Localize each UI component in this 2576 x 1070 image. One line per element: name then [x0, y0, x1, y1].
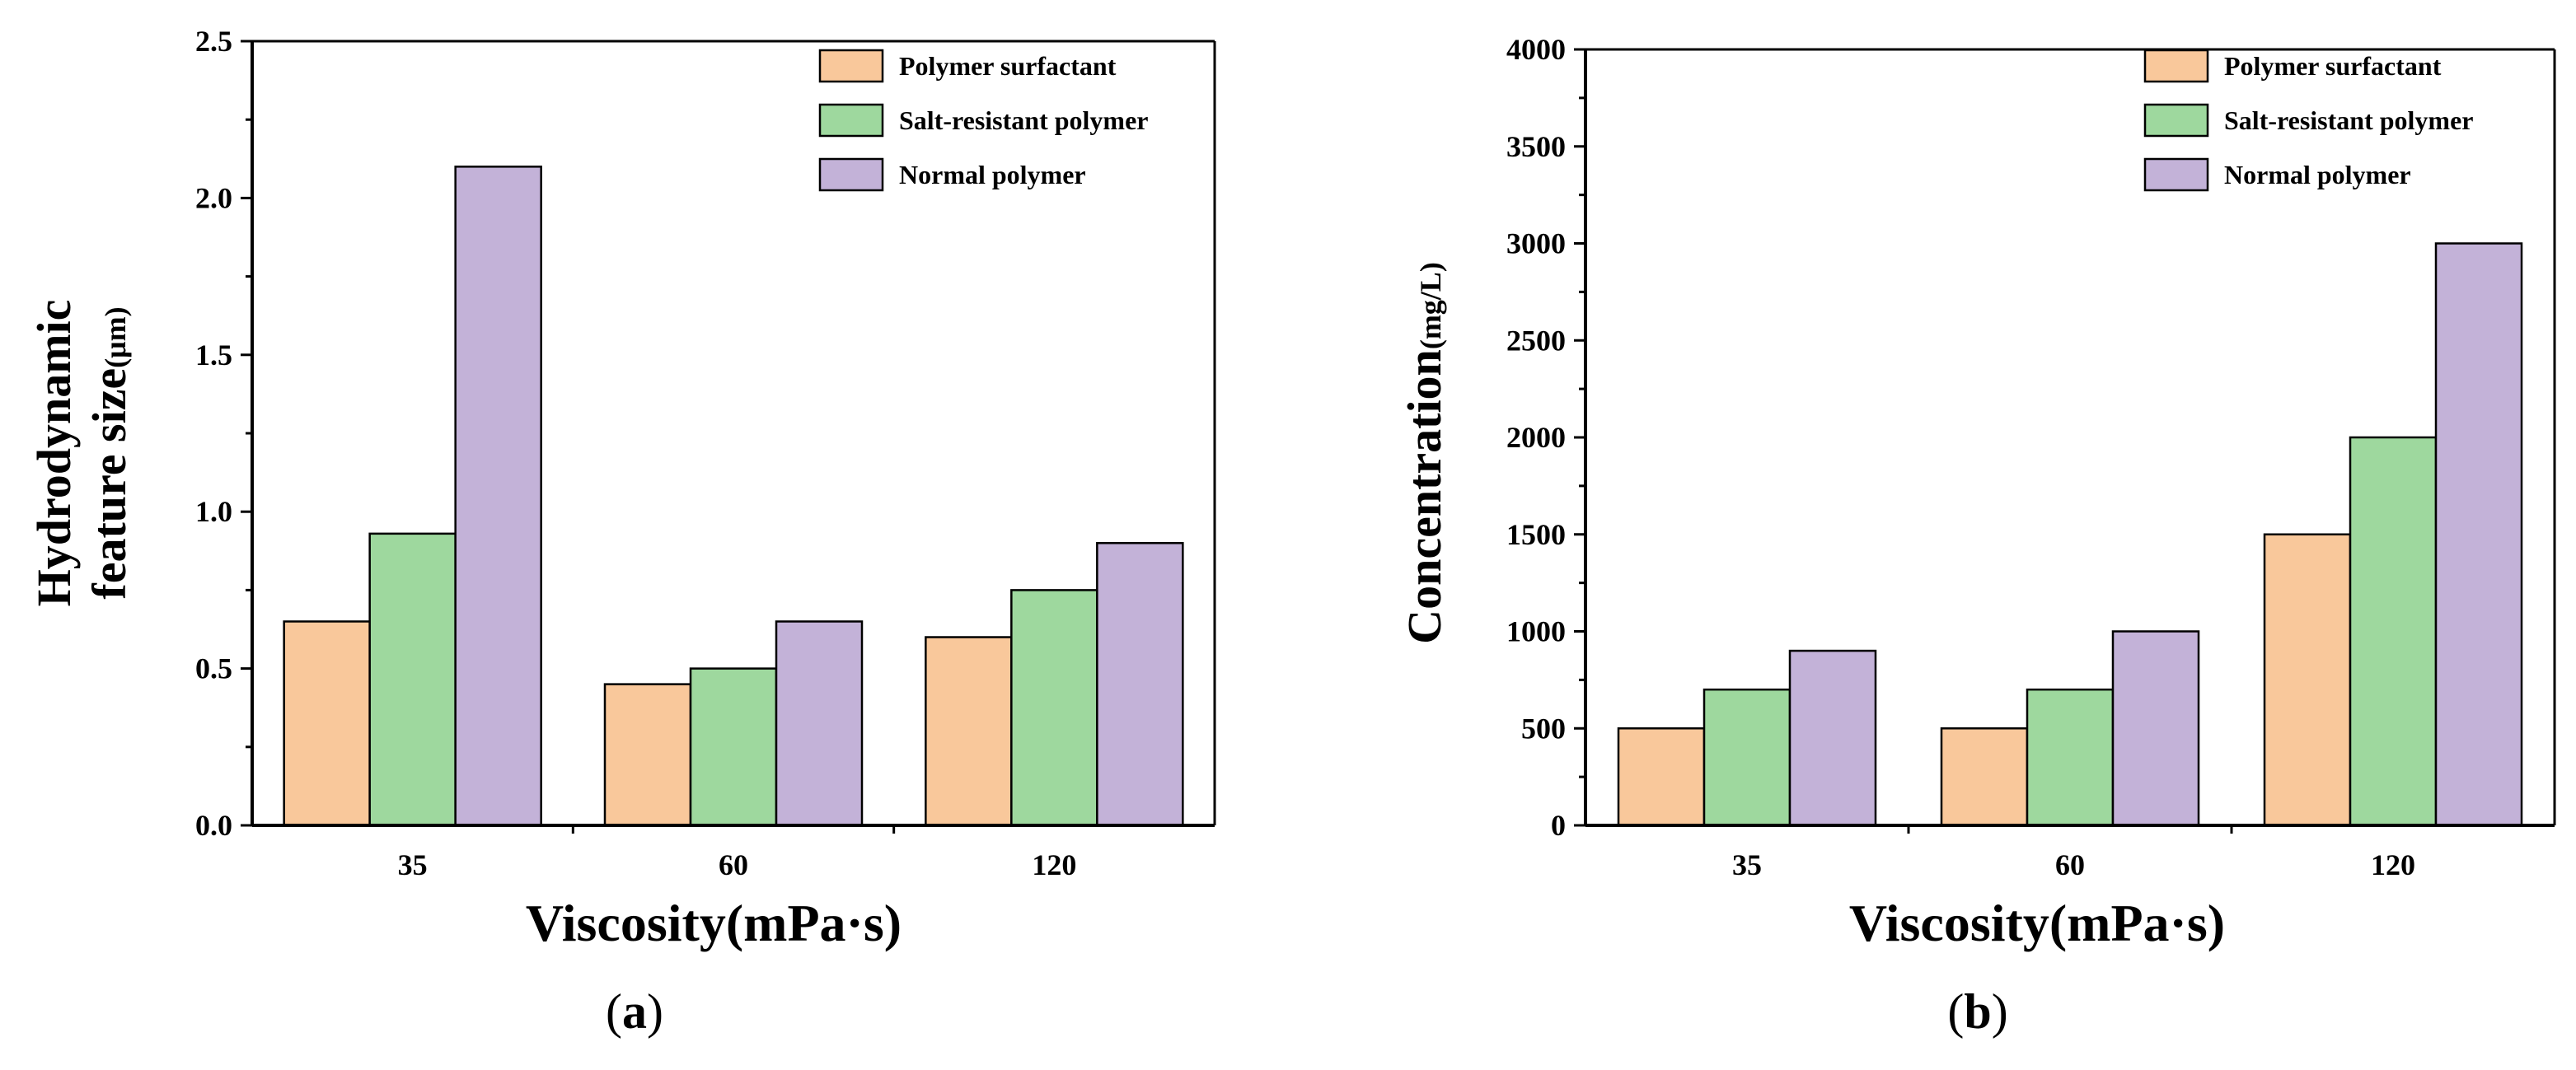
panel-label-a-close: ): [647, 984, 663, 1039]
legend-a: Polymer surfactant Salt-resistant polymer…: [818, 49, 1148, 192]
bar-normal-polymer-60: [775, 620, 864, 827]
bar-polymer-surfactant-60: [1940, 727, 2029, 827]
bar-polymer-surfactant-35: [1617, 727, 1706, 827]
panel-label-b: (b): [1947, 984, 2007, 1039]
y-tick-label: 1500: [1506, 518, 1566, 551]
y-tick-label: 3500: [1506, 130, 1566, 163]
bars-a: [283, 166, 1184, 827]
panel-label-b-close: ): [1992, 984, 2008, 1039]
y-axis-title-a-line1: Hydrodynamic: [27, 300, 81, 607]
bar-polymer-surfactant-60: [603, 683, 692, 827]
y-tick-label: 500: [1521, 712, 1566, 745]
bar-polymer-surfactant-120: [2263, 533, 2352, 827]
y-tick-label: 2500: [1506, 324, 1566, 357]
y-axis-title-b-text: Concentration: [1398, 349, 1451, 644]
bar-normal-polymer-35: [1788, 649, 1877, 827]
legend-swatch-salt-resistant-polymer: [2143, 103, 2209, 138]
bar-polymer-surfactant-35: [283, 620, 371, 827]
bar-salt-resistant-polymer-120: [1010, 589, 1098, 827]
x-tick-label-120: 120: [1032, 848, 1076, 881]
bar-salt-resistant-polymer-60: [2026, 688, 2115, 827]
chart-panel-a: 0.0 0.5 1.0 1.5 2.0 2.5 35 60 120 Polymer surfac…: [27, 25, 1216, 952]
axes-b: 0 500 1000 1500 2000 2500 3000 3500 4000 35 60 120: [1506, 33, 2556, 881]
y-tick-label: 2000: [1506, 421, 1566, 454]
panel-label-b-open: (: [1947, 984, 1964, 1039]
bar-salt-resistant-polymer-35: [1703, 688, 1791, 827]
y-axis-title-b: Concentration(mg/L): [1398, 262, 1451, 644]
y-tick-label: 1.0: [195, 495, 232, 528]
panel-label-a-letter: a: [622, 984, 647, 1039]
legend-label-salt-resistant-polymer: Salt-resistant polymer: [899, 105, 1148, 135]
axes-a: 0.0 0.5 1.0 1.5 2.0 2.5 35 60 120: [195, 25, 1216, 881]
legend-label-normal-polymer: Normal polymer: [2224, 160, 2411, 189]
y-tick-label: 1000: [1506, 615, 1566, 648]
x-tick-label-35: 35: [1732, 848, 1762, 881]
y-axis-unit-b: (mg/L): [1414, 262, 1447, 349]
y-tick-label: 4000: [1506, 33, 1566, 66]
legend-label-polymer-surfactant: Polymer surfactant: [899, 51, 1117, 81]
bar-salt-resistant-polymer-120: [2349, 436, 2438, 827]
legend-swatch-polymer-surfactant: [818, 49, 884, 83]
panel-label-b-letter: b: [1964, 984, 1991, 1039]
bar-normal-polymer-35: [454, 166, 542, 827]
y-tick-label: 0.0: [195, 809, 232, 842]
x-tick-label-120: 120: [2371, 848, 2415, 881]
x-axis-title-b: Viscosity(mPa·s): [1849, 894, 2225, 952]
legend-label-normal-polymer: Normal polymer: [899, 160, 1086, 189]
panel-label-a: (a): [606, 984, 663, 1039]
legend-swatch-normal-polymer: [2143, 157, 2209, 192]
y-axis-unit-a: (μm): [99, 306, 132, 367]
bar-normal-polymer-120: [2434, 242, 2523, 827]
x-tick-label-60: 60: [2055, 848, 2085, 881]
y-axis-title-a-line2: feature size(μm): [82, 306, 136, 599]
bar-salt-resistant-polymer-60: [689, 667, 778, 827]
y-tick-label: 0.5: [195, 652, 232, 685]
legend-label-salt-resistant-polymer: Salt-resistant polymer: [2224, 105, 2473, 135]
y-tick-label: 2.5: [195, 25, 232, 58]
legend-label-polymer-surfactant: Polymer surfactant: [2224, 51, 2442, 81]
legend-swatch-normal-polymer: [818, 157, 884, 192]
y-tick-label: 0: [1551, 809, 1566, 842]
bar-polymer-surfactant-120: [925, 636, 1013, 827]
legend-b: Polymer surfactant Salt-resistant polymer…: [2143, 49, 2473, 192]
y-axis-title-a-text: feature size: [82, 368, 136, 600]
x-tick-label-35: 35: [398, 848, 428, 881]
y-tick-label: 3000: [1506, 227, 1566, 260]
x-tick-label-60: 60: [719, 848, 748, 881]
y-tick-label: 1.5: [195, 339, 232, 371]
bar-normal-polymer-60: [2111, 630, 2200, 827]
panel-label-a-open: (: [606, 984, 622, 1039]
bar-normal-polymer-120: [1096, 542, 1184, 827]
legend-swatch-polymer-surfactant: [2143, 49, 2209, 83]
x-axis-title-a: Viscosity(mPa·s): [526, 894, 902, 952]
y-tick-label: 2.0: [195, 181, 232, 214]
legend-swatch-salt-resistant-polymer: [818, 103, 884, 138]
bar-salt-resistant-polymer-35: [368, 532, 457, 827]
bars-b: [1617, 242, 2523, 827]
